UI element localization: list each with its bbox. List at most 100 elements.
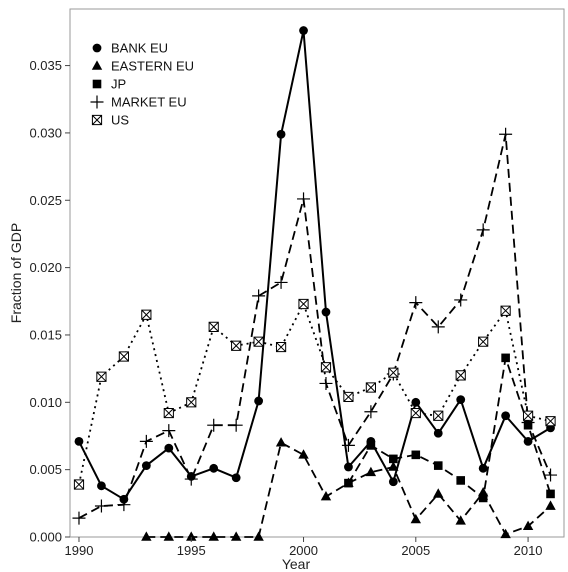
y-tick-label: 0.015	[29, 327, 62, 342]
y-tick-label: 0.035	[29, 58, 62, 73]
legend-item-us: US	[91, 113, 129, 128]
y-tick-label: 0.000	[29, 530, 62, 545]
series-layer	[72, 26, 558, 541]
data-point-market-eu	[162, 424, 176, 438]
series-line-market-eu	[78, 133, 552, 519]
y-tick-label: 0.030	[29, 125, 62, 140]
data-point-us	[545, 416, 556, 427]
y-tick-label: 0.010	[29, 395, 62, 410]
legend-marker-jp	[92, 79, 102, 89]
data-point-us	[410, 407, 421, 419]
data-point-market-eu	[229, 418, 243, 432]
data-point-market-eu	[184, 472, 198, 486]
legend: BANK EU EASTERN EU JP MARKET EU US	[90, 41, 194, 128]
data-point-bank-eu	[74, 436, 84, 446]
data-point-bank-eu	[478, 463, 488, 473]
x-tick-label: 2010	[514, 543, 543, 558]
x-axis-title: Year	[282, 556, 311, 572]
data-point-bank-eu	[523, 436, 533, 446]
data-point-market-eu	[409, 296, 423, 310]
data-point-us	[343, 391, 354, 403]
data-point-us	[298, 298, 309, 310]
data-point-bank-eu	[433, 428, 443, 438]
data-point-us	[433, 410, 444, 421]
data-point-us	[320, 362, 332, 373]
x-tick-label: 1990	[65, 543, 94, 558]
data-point-market-eu	[476, 223, 490, 237]
legend-label-eastern-eu: EASTERN EU	[111, 59, 194, 74]
axis-layer: 1990 1995 2000 2005 2010 0.000 0.005 0.010 0.015…	[29, 58, 542, 558]
plot-panel	[69, 8, 565, 538]
legend-marker-us	[91, 114, 103, 126]
data-point-bank-eu	[141, 461, 151, 471]
legend-marker-market-eu	[90, 95, 104, 109]
data-point-market-eu	[431, 320, 445, 334]
x-tick-label: 1995	[177, 543, 206, 558]
data-point-market-eu	[364, 405, 378, 419]
data-point-eastern-eu	[388, 461, 399, 471]
data-point-us	[455, 370, 466, 381]
series-us	[73, 298, 556, 490]
data-point-us	[118, 351, 129, 362]
data-point-eastern-eu	[410, 513, 421, 524]
data-point-us	[522, 410, 534, 421]
legend-item-market-eu: MARKET EU	[90, 95, 187, 110]
x-tick-label: 2005	[401, 543, 430, 558]
data-point-bank-eu	[411, 397, 421, 407]
data-point-market-eu	[94, 499, 108, 513]
data-point-us	[141, 309, 152, 320]
data-point-us	[163, 407, 174, 419]
data-point-jp	[456, 476, 466, 485]
data-point-eastern-eu	[320, 490, 332, 501]
data-point-eastern-eu	[208, 531, 219, 541]
legend-label-bank-eu: BANK EU	[111, 41, 168, 56]
data-point-jp	[501, 353, 510, 363]
data-point-eastern-eu	[230, 531, 242, 541]
y-tick-label: 0.025	[29, 193, 62, 208]
data-point-eastern-eu	[455, 515, 466, 525]
legend-marker-eastern-eu	[91, 60, 103, 70]
series-line-jp	[347, 356, 552, 499]
data-point-market-eu	[319, 376, 333, 390]
data-point-bank-eu	[276, 129, 286, 139]
data-point-bank-eu	[164, 443, 174, 453]
data-point-market-eu	[72, 511, 86, 525]
data-point-market-eu	[544, 468, 558, 482]
data-point-jp	[546, 489, 555, 499]
data-point-bank-eu	[501, 411, 511, 421]
data-point-market-eu	[139, 434, 153, 448]
data-point-us	[186, 397, 197, 408]
data-point-us	[275, 341, 287, 353]
legend-label-jp: JP	[111, 77, 126, 92]
legend-marker-bank-eu	[92, 43, 102, 53]
data-point-bank-eu	[456, 395, 466, 405]
data-point-us	[73, 479, 85, 490]
legend-item-jp: JP	[92, 77, 126, 92]
data-point-market-eu	[297, 192, 311, 206]
x-tick-label: 2000	[289, 543, 318, 558]
data-point-bank-eu	[254, 396, 264, 406]
data-point-bank-eu	[209, 463, 219, 473]
data-point-bank-eu	[231, 473, 241, 483]
data-point-eastern-eu	[522, 520, 534, 531]
data-point-eastern-eu	[545, 500, 556, 510]
data-point-us	[231, 340, 242, 351]
data-point-market-eu	[117, 498, 131, 512]
series-line-bank-eu	[78, 29, 552, 501]
y-axis-title: Fraction of GDP	[8, 223, 24, 323]
data-point-us	[208, 321, 219, 332]
data-point-bank-eu	[321, 307, 331, 317]
data-point-eastern-eu	[433, 488, 444, 498]
data-point-eastern-eu	[275, 437, 287, 447]
legend-label-market-eu: MARKET EU	[111, 95, 187, 110]
data-point-eastern-eu	[186, 531, 197, 541]
data-point-eastern-eu	[298, 449, 309, 459]
data-point-market-eu	[252, 289, 266, 303]
data-point-jp	[433, 461, 443, 470]
legend-label-us: US	[111, 113, 129, 128]
data-point-eastern-eu	[163, 531, 174, 541]
data-point-us	[388, 367, 399, 378]
data-point-eastern-eu	[141, 531, 152, 541]
data-point-jp	[366, 441, 376, 450]
